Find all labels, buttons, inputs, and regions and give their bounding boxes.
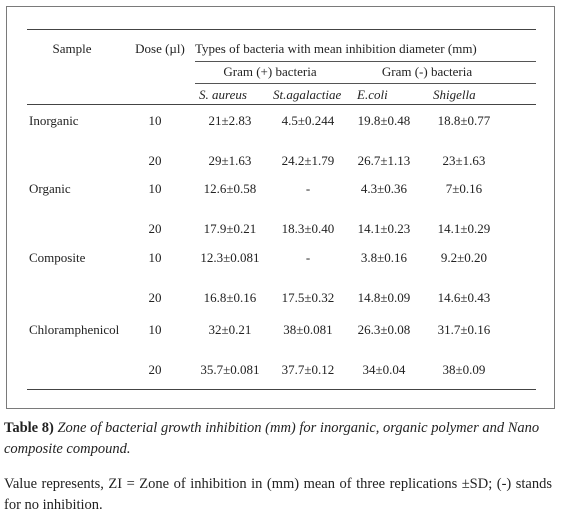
row-value: 32±0.21: [208, 322, 252, 337]
row-sample: Chloramphenicol: [29, 322, 120, 337]
row-sample: Composite: [29, 250, 86, 265]
types-rule: [195, 61, 536, 62]
header-gram-negative: Gram (-) bacteria: [381, 64, 473, 79]
row-value: 14.1±0.23: [357, 221, 411, 236]
row-value: 24.2±1.79: [281, 153, 335, 168]
row-value: 26.7±1.13: [357, 153, 411, 168]
row-value: 19.8±0.48: [357, 113, 411, 128]
row-value: 16.8±0.16: [203, 290, 257, 305]
row-value: 37.7±0.12: [281, 362, 335, 377]
species-shigella: Shigella: [433, 87, 476, 102]
species-st-agalactiae: St.agalactiae: [273, 87, 342, 102]
row-value: 14.6±0.43: [437, 290, 491, 305]
row-value: 34±0.04: [362, 362, 406, 377]
row-value: 18.8±0.77: [437, 113, 491, 128]
row-value: 18.3±0.40: [281, 221, 335, 236]
row-value: 21±2.83: [208, 113, 252, 128]
row-value: -: [305, 250, 311, 265]
table-caption: Table 8) Zone of bacterial growth inhibi…: [4, 418, 552, 460]
row-value: 4.5±0.244: [281, 113, 335, 128]
caption-label: Table 8): [4, 420, 54, 436]
row-value: 35.7±0.081: [200, 362, 260, 377]
row-value: 31.7±0.16: [437, 322, 491, 337]
gram-rule: [195, 83, 536, 84]
row-value: 12.6±0.58: [203, 181, 257, 196]
table-top-rule: [27, 29, 536, 30]
row-value: 17.9±0.21: [203, 221, 257, 236]
row-value: 7±0.16: [445, 181, 483, 196]
row-sample: Organic: [29, 181, 71, 196]
row-dose: 20: [148, 362, 162, 377]
header-gram-positive: Gram (+) bacteria: [223, 64, 317, 79]
row-dose: 10: [148, 113, 162, 128]
row-value: 38±0.09: [442, 362, 486, 377]
row-value: 14.1±0.29: [437, 221, 491, 236]
row-value: 17.5±0.32: [281, 290, 335, 305]
species-e-coli: E.coli: [357, 87, 388, 102]
header-dose: Dose (µl): [135, 41, 185, 56]
row-value: 12.3±0.081: [200, 250, 260, 265]
row-value: 4.3±0.36: [360, 181, 408, 196]
row-value: 23±1.63: [442, 153, 486, 168]
row-value: 26.3±0.08: [357, 322, 411, 337]
row-dose: 20: [148, 221, 162, 236]
table-bottom-rule: [27, 389, 536, 390]
row-value: 29±1.63: [208, 153, 252, 168]
header-bottom-rule: [27, 104, 536, 105]
table-frame: Sample Dose (µl) Types of bacteria with …: [6, 6, 555, 409]
row-value: 9.2±0.20: [440, 250, 488, 265]
species-s-aureus: S. aureus: [199, 87, 247, 102]
table-note: Value represents, ZI = Zone of inhibitio…: [4, 476, 552, 513]
row-sample: Inorganic: [29, 113, 79, 128]
row-dose: 10: [148, 322, 162, 337]
row-value: 3.8±0.16: [360, 250, 408, 265]
header-sample: Sample: [52, 41, 92, 56]
caption-text: Zone of bacterial growth inhibition (mm)…: [4, 420, 540, 457]
row-value: 38±0.081: [283, 322, 333, 337]
row-dose: 20: [148, 153, 162, 168]
row-dose: 10: [148, 181, 162, 196]
row-dose: 10: [148, 250, 162, 265]
header-types: Types of bacteria with mean inhibition d…: [195, 41, 477, 56]
row-dose: 20: [148, 290, 162, 305]
row-value: 14.8±0.09: [357, 290, 411, 305]
row-value: -: [305, 181, 311, 196]
